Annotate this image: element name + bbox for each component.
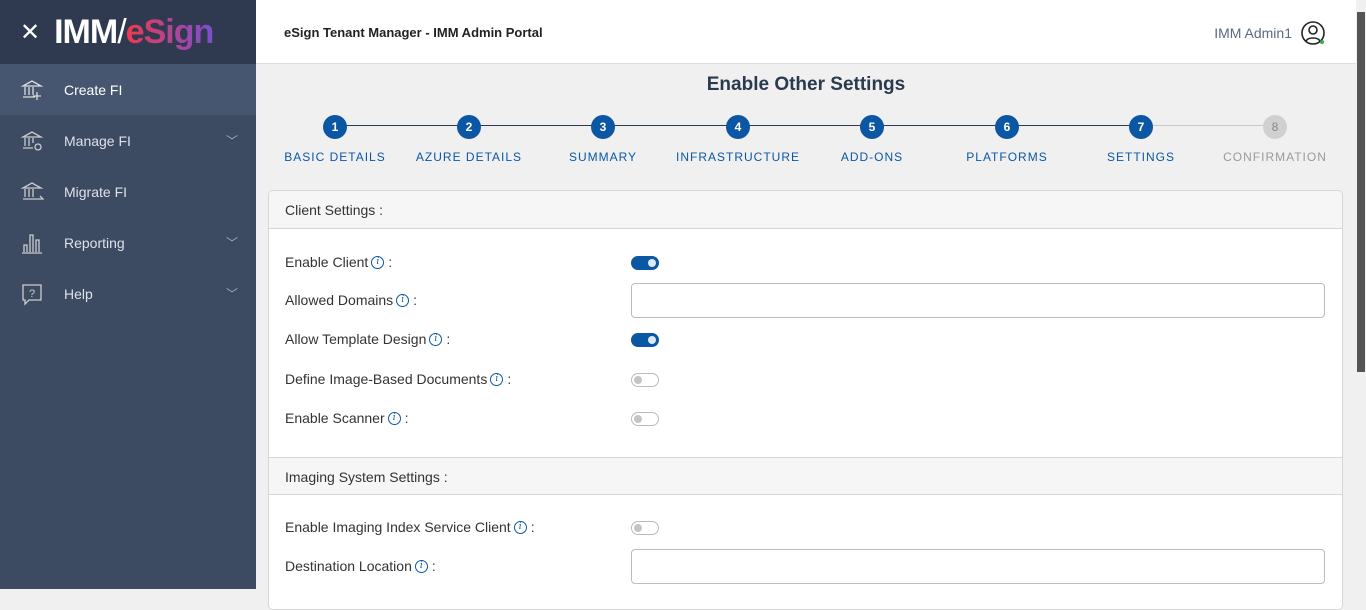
chevron-down-icon[interactable]: ﹀ xyxy=(225,236,238,250)
toggle-switch[interactable] xyxy=(631,521,659,535)
colon: : xyxy=(431,558,436,574)
step-connector xyxy=(738,125,872,126)
step-connector xyxy=(872,125,1007,126)
label-text: Allow Template Design xyxy=(285,331,427,347)
step-7-circle[interactable]: 7 xyxy=(1129,115,1153,139)
close-icon[interactable]: ✕ xyxy=(20,18,41,46)
info-icon[interactable]: i xyxy=(414,559,428,573)
step-3-label[interactable]: SUMMARY xyxy=(568,150,638,164)
step-connector xyxy=(1141,125,1275,126)
colon: : xyxy=(446,331,451,347)
step-connector xyxy=(1007,125,1141,126)
info-icon[interactable]: i xyxy=(513,520,527,534)
scrollbar[interactable] xyxy=(1356,0,1366,589)
toggle-switch[interactable] xyxy=(631,412,659,426)
info-icon[interactable]: i xyxy=(429,332,443,346)
sidebar-item-manage-fi[interactable]: Manage FI ﹀ xyxy=(0,115,256,166)
svg-text:?: ? xyxy=(29,288,35,300)
bank-gear-icon xyxy=(20,130,44,151)
step-1-circle[interactable]: 1 xyxy=(323,115,347,139)
settings-card: Client Settings : Enable Client i: Allowed… xyxy=(268,190,1343,610)
sidebar: ✕ IMM/eSign Create FI Manage FI ﹀ Migrat… xyxy=(0,0,256,589)
user-name: IMM Admin1 xyxy=(1214,25,1292,41)
info-icon[interactable]: i xyxy=(396,293,410,307)
step-8-circle[interactable]: 8 xyxy=(1263,115,1287,139)
text-input[interactable] xyxy=(631,549,1325,584)
sidebar-item-help[interactable]: ? Help ﹀ xyxy=(0,268,256,319)
field-label: Destination Location i: xyxy=(285,558,436,574)
sidebar-item-reporting[interactable]: Reporting ﹀ xyxy=(0,217,256,268)
step-4-circle[interactable]: 4 xyxy=(726,115,750,139)
step-2-circle[interactable]: 2 xyxy=(457,115,481,139)
chevron-down-icon[interactable]: ﹀ xyxy=(225,134,238,148)
info-icon[interactable]: i xyxy=(371,255,385,269)
toggle-switch[interactable] xyxy=(631,373,659,387)
logo: IMM/eSign xyxy=(54,12,214,51)
field-label: Define Image-Based Documents i: xyxy=(285,371,511,387)
sidebar-item-label: Reporting xyxy=(64,234,125,251)
field-label: Enable Scanner i: xyxy=(285,410,409,426)
label-text: Enable Imaging Index Service Client xyxy=(285,519,511,535)
scrollbar-thumb[interactable] xyxy=(1357,12,1365,372)
info-icon[interactable]: i xyxy=(490,372,504,386)
step-2-label[interactable]: AZURE DETAILS xyxy=(415,150,523,164)
colon: : xyxy=(413,292,418,308)
user-avatar-icon[interactable] xyxy=(1300,20,1326,46)
label-text: Allowed Domains xyxy=(285,292,394,308)
app-title: eSign Tenant Manager - IMM Admin Portal xyxy=(284,25,543,40)
label-text: Enable Scanner xyxy=(285,410,385,426)
logo-bar: ✕ IMM/eSign xyxy=(0,0,256,64)
label-text: Define Image-Based Documents xyxy=(285,371,488,387)
client-settings-header: Client Settings : xyxy=(269,191,1342,229)
step-6-circle[interactable]: 6 xyxy=(995,115,1019,139)
bank-plus-icon xyxy=(20,79,44,100)
help-bubble-icon: ? xyxy=(22,283,42,306)
bank-arrow-icon xyxy=(20,181,44,200)
imaging-settings-header: Imaging System Settings : xyxy=(269,457,1342,495)
field-label: Allowed Domains i: xyxy=(285,292,417,308)
step-5-label[interactable]: ADD-ONS xyxy=(840,150,904,164)
field-label: Enable Imaging Index Service Client i: xyxy=(285,519,535,535)
sidebar-item-label: Migrate FI xyxy=(64,183,128,200)
toggle-switch[interactable] xyxy=(631,333,659,347)
step-4-label[interactable]: INFRASTRUCTURE xyxy=(676,150,800,164)
step-connector xyxy=(603,125,738,126)
step-connector xyxy=(335,125,469,126)
step-connector xyxy=(469,125,603,126)
field-label: Enable Client i: xyxy=(285,254,392,270)
step-3-circle[interactable]: 3 xyxy=(591,115,615,139)
step-8-label[interactable]: CONFIRMATION xyxy=(1223,150,1327,164)
page-title: Enable Other Settings xyxy=(706,74,906,95)
info-icon[interactable]: i xyxy=(387,411,401,425)
label-text: Enable Client xyxy=(285,254,369,270)
label-text: Destination Location xyxy=(285,558,412,574)
text-input[interactable] xyxy=(631,283,1325,318)
bar-chart-icon xyxy=(22,233,42,254)
step-6-label[interactable]: PLATFORMS xyxy=(966,150,1048,164)
colon: : xyxy=(388,254,393,270)
step-5-circle[interactable]: 5 xyxy=(860,115,884,139)
toggle-switch[interactable] xyxy=(631,256,659,270)
sidebar-item-label: Create FI xyxy=(64,81,123,98)
user-menu[interactable]: IMM Admin1 xyxy=(1214,20,1326,46)
step-7-label[interactable]: SETTINGS xyxy=(1106,150,1175,164)
top-header: eSign Tenant Manager - IMM Admin Portal … xyxy=(256,0,1356,64)
colon: : xyxy=(530,519,535,535)
colon: : xyxy=(507,371,512,387)
step-1-label[interactable]: BASIC DETAILS xyxy=(284,150,386,164)
chevron-down-icon[interactable]: ﹀ xyxy=(225,287,238,301)
sidebar-item-migrate-fi[interactable]: Migrate FI xyxy=(0,166,256,217)
field-label: Allow Template Design i: xyxy=(285,331,450,347)
colon: : xyxy=(404,410,409,426)
sidebar-item-label: Manage FI xyxy=(64,132,131,149)
sidebar-item-create-fi[interactable]: Create FI xyxy=(0,64,256,115)
sidebar-item-label: Help xyxy=(64,285,93,302)
